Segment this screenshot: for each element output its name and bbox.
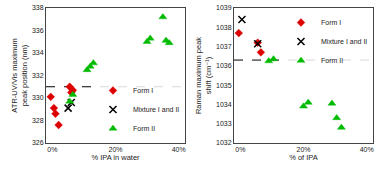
svg-text:0%: 0% bbox=[235, 146, 245, 153]
svg-text:Form I: Form I bbox=[133, 87, 153, 94]
svg-text:20%: 20% bbox=[108, 146, 122, 153]
svg-text:% of IPA: % of IPA bbox=[289, 153, 318, 162]
svg-text:Form II: Form II bbox=[321, 57, 343, 64]
svg-text:1034: 1034 bbox=[216, 101, 232, 108]
svg-text:1036: 1036 bbox=[216, 62, 232, 69]
svg-text:1033: 1033 bbox=[216, 120, 232, 127]
svg-text:1039: 1039 bbox=[216, 4, 232, 11]
svg-text:Mixture I and II: Mixture I and II bbox=[133, 106, 179, 113]
svg-text:1035: 1035 bbox=[216, 82, 232, 89]
svg-text:Raman maximum peakshift (cm⁻¹): Raman maximum peakshift (cm⁻¹) bbox=[194, 37, 213, 114]
svg-text:1038: 1038 bbox=[216, 24, 232, 31]
svg-text:0%: 0% bbox=[47, 146, 57, 153]
svg-text:1032: 1032 bbox=[216, 139, 232, 146]
svg-text:334: 334 bbox=[32, 49, 44, 56]
svg-text:20%: 20% bbox=[297, 146, 311, 153]
svg-text:Form I: Form I bbox=[321, 19, 341, 26]
svg-text:40%: 40% bbox=[360, 146, 374, 153]
svg-text:330: 330 bbox=[32, 94, 44, 101]
svg-text:1037: 1037 bbox=[216, 43, 232, 50]
svg-text:Mixture I and II: Mixture I and II bbox=[321, 38, 367, 45]
svg-text:% IPA in water: % IPA in water bbox=[91, 153, 140, 162]
svg-text:326: 326 bbox=[32, 139, 44, 146]
svg-text:ATR-UV/Vis maximumpeak positio: ATR-UV/Vis maximumpeak position (nm) bbox=[10, 38, 29, 112]
svg-text:332: 332 bbox=[32, 72, 44, 79]
svg-text:Form II: Form II bbox=[133, 125, 155, 132]
svg-text:40%: 40% bbox=[172, 146, 186, 153]
svg-text:328: 328 bbox=[32, 117, 44, 124]
svg-text:338: 338 bbox=[32, 4, 44, 11]
svg-text:336: 336 bbox=[32, 27, 44, 34]
